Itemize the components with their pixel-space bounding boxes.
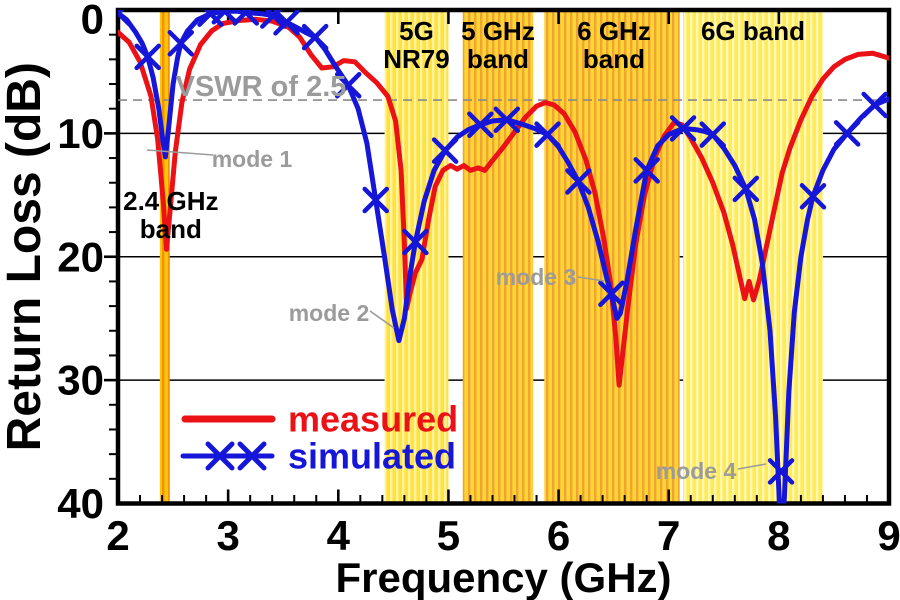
y-axis-title: Return Loss (dB) xyxy=(0,62,51,451)
y-tick-label-30: 30 xyxy=(57,357,104,404)
x-marker xyxy=(467,111,494,138)
x-tick-label-7: 7 xyxy=(657,512,680,559)
y-tick-label-0: 0 xyxy=(81,0,104,43)
band-label-5g-nr79-line2: NR79 xyxy=(383,44,449,74)
band-label-6-ghz-band-line2: band xyxy=(583,44,645,74)
x-marker xyxy=(633,157,660,184)
band-5g-nr79 xyxy=(384,10,449,504)
x-marker xyxy=(669,115,697,142)
x-marker xyxy=(598,280,625,308)
y-tick-label-10: 10 xyxy=(57,110,104,157)
annotation-mode-1: mode 1 xyxy=(146,146,293,172)
x-tick-label-4: 4 xyxy=(327,512,351,559)
x-marker xyxy=(799,183,827,210)
frequency-bands xyxy=(159,10,823,504)
x-marker xyxy=(732,175,760,203)
leader-line xyxy=(577,276,605,282)
band-label-5g-nr79-line1: 5G xyxy=(399,16,434,46)
band-5-ghz-band xyxy=(462,10,534,504)
band-label-5-ghz-band-line1: 5 GHz xyxy=(461,16,535,46)
axis-ticks xyxy=(104,11,868,502)
x-marker xyxy=(534,121,561,148)
x-marker xyxy=(134,43,161,71)
legend-label-measured: measured xyxy=(288,399,458,440)
leader-line xyxy=(737,463,767,470)
x-marker xyxy=(260,10,287,29)
x-marker xyxy=(334,72,362,99)
x-marker xyxy=(167,30,195,57)
mode-label: mode 1 xyxy=(212,146,293,172)
x-marker xyxy=(211,10,239,25)
x-tick-label-9: 9 xyxy=(877,512,900,559)
y-tick-label-20: 20 xyxy=(57,233,104,280)
mode-label: mode 2 xyxy=(289,300,370,326)
band-label-2-4-ghz-band-line2: band xyxy=(140,214,202,244)
curves xyxy=(118,10,889,504)
y-tick-label-40: 40 xyxy=(57,480,104,527)
x-marker xyxy=(301,23,329,51)
x-marker xyxy=(402,228,429,256)
x-marker xyxy=(118,10,132,27)
x-marker xyxy=(699,121,727,148)
annotation-mode-3: mode 3 xyxy=(496,264,605,290)
x-marker xyxy=(232,10,260,26)
x-marker xyxy=(565,168,592,195)
mode-label: mode 3 xyxy=(496,264,577,290)
band-label-6-ghz-band-line1: 6 GHz xyxy=(577,16,651,46)
x-marker xyxy=(362,186,389,214)
x-tick-label-5: 5 xyxy=(437,512,460,559)
curve-measured xyxy=(118,16,889,388)
leader-line xyxy=(146,149,214,156)
band-label-5-ghz-band-line2: band xyxy=(467,44,529,74)
band-label-2-4-ghz-band-line1: 2.4 GHz xyxy=(123,186,218,216)
plot-frame xyxy=(115,7,892,506)
leader-line xyxy=(369,310,395,329)
x-marker xyxy=(833,120,861,147)
annotation-mode-2: mode 2 xyxy=(289,300,395,329)
band-6-ghz-band xyxy=(544,10,680,504)
legend-label-simulated: simulated xyxy=(288,436,456,477)
x-marker xyxy=(431,137,459,164)
band-2-4-ghz-band xyxy=(159,10,170,504)
x-tick-label-2: 2 xyxy=(106,512,129,559)
x-marker xyxy=(767,458,795,485)
legend-x-marker xyxy=(205,441,235,471)
x-tick-label-3: 3 xyxy=(216,512,239,559)
markers-simulated xyxy=(118,10,888,485)
x-tick-label-6: 6 xyxy=(547,512,570,559)
legend-x-marker xyxy=(237,441,267,471)
x-tick-label-8: 8 xyxy=(767,512,790,559)
mode-label: mode 4 xyxy=(656,458,737,484)
x-marker xyxy=(861,91,888,119)
vswr-label: VSWR of 2.5 xyxy=(176,71,347,103)
x-axis-title: Frequency (GHz) xyxy=(335,554,671,600)
x-marker xyxy=(493,106,521,134)
x-marker xyxy=(273,10,300,36)
annotation-mode-4: mode 4 xyxy=(656,458,767,484)
curve-simulated xyxy=(118,10,889,504)
band-label-6g-band-line1: 6G band xyxy=(701,16,805,46)
